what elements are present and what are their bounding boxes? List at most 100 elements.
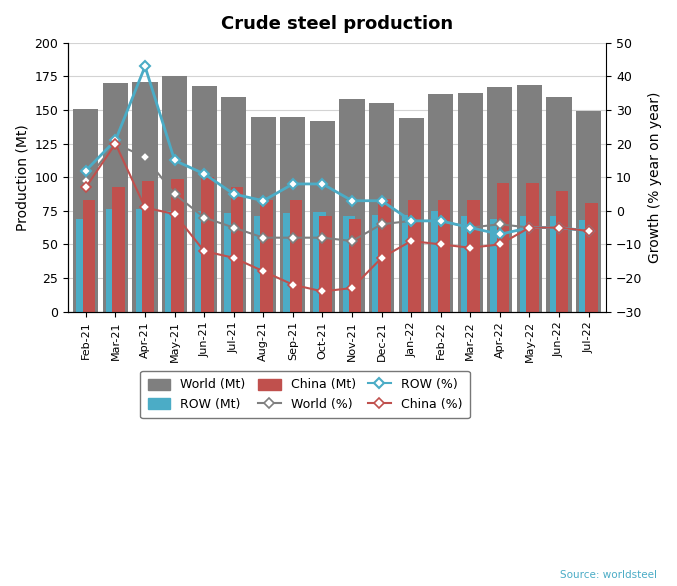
World (%)	[200, 214, 209, 221]
Bar	[192, 86, 217, 312]
ROW (%)	[525, 224, 533, 231]
Bar	[369, 103, 394, 312]
Bar	[310, 121, 335, 312]
Bar	[260, 200, 273, 312]
China (%)	[289, 281, 297, 288]
Y-axis label: Production (Mt): Production (Mt)	[15, 124, 29, 231]
Bar	[431, 211, 444, 312]
Bar	[461, 216, 473, 312]
China (%)	[407, 237, 415, 244]
World (%)	[141, 154, 149, 161]
World (%)	[230, 224, 238, 231]
ROW (%)	[112, 137, 120, 144]
Bar	[378, 199, 391, 312]
Text: Source: worldsteel: Source: worldsteel	[560, 570, 657, 580]
ROW (%)	[407, 217, 415, 224]
World (%)	[437, 217, 445, 224]
World (%)	[555, 224, 563, 231]
World (%)	[466, 224, 475, 231]
Line: China (%): China (%)	[83, 140, 592, 295]
ROW (%)	[378, 197, 386, 205]
Bar	[221, 97, 246, 312]
Bar	[73, 109, 98, 312]
ROW (%)	[141, 63, 149, 70]
China (%)	[555, 224, 563, 231]
China (%)	[378, 254, 386, 261]
Bar	[546, 97, 571, 312]
Y-axis label: Growth (% year on year): Growth (% year on year)	[648, 91, 662, 263]
Bar	[428, 94, 454, 312]
Bar	[284, 213, 296, 312]
World (%)	[496, 221, 504, 228]
Bar	[490, 219, 503, 312]
Bar	[408, 200, 420, 312]
ROW (%)	[555, 224, 563, 231]
China (%)	[466, 244, 475, 251]
China (%)	[112, 140, 120, 147]
Bar	[458, 93, 483, 312]
Bar	[467, 200, 480, 312]
Bar	[133, 82, 158, 312]
China (%)	[584, 227, 592, 234]
ROW (%)	[348, 197, 356, 205]
Bar	[349, 219, 362, 312]
ROW (%)	[466, 224, 475, 231]
Line: ROW (%): ROW (%)	[83, 63, 592, 238]
Bar	[83, 200, 95, 312]
ROW (%)	[437, 217, 445, 224]
China (%)	[141, 204, 149, 211]
ROW (%)	[171, 157, 179, 164]
ROW (%)	[584, 227, 592, 234]
ROW (%)	[82, 167, 90, 174]
Bar	[142, 181, 154, 312]
World (%)	[378, 221, 386, 228]
China (%)	[496, 241, 504, 248]
Bar	[162, 76, 187, 312]
China (%)	[348, 285, 356, 292]
World (%)	[289, 234, 297, 241]
Legend: World (Mt), ROW (Mt), China (Mt), World (%), ROW (%), China (%): World (Mt), ROW (Mt), China (Mt), World …	[140, 371, 470, 418]
Bar	[280, 117, 305, 312]
World (%)	[112, 140, 120, 147]
Bar	[576, 111, 601, 312]
China (%)	[525, 224, 533, 231]
Bar	[250, 117, 276, 312]
Title: Crude steel production: Crude steel production	[221, 15, 454, 33]
World (%)	[171, 190, 179, 197]
Bar	[224, 213, 237, 312]
World (%)	[584, 227, 592, 234]
Bar	[290, 200, 303, 312]
Bar	[231, 186, 243, 312]
Bar	[401, 215, 414, 312]
Line: World (%): World (%)	[83, 140, 592, 244]
Bar	[112, 186, 125, 312]
Bar	[497, 183, 509, 312]
Bar	[580, 220, 592, 312]
Bar	[171, 179, 184, 312]
World (%)	[407, 217, 415, 224]
China (%)	[318, 288, 326, 295]
China (%)	[200, 248, 209, 255]
Bar	[165, 211, 178, 312]
Bar	[254, 216, 267, 312]
Bar	[517, 84, 542, 312]
Bar	[487, 87, 512, 312]
Bar	[437, 200, 450, 312]
Bar	[135, 209, 148, 312]
ROW (%)	[318, 180, 326, 188]
China (%)	[259, 268, 267, 275]
Bar	[77, 219, 89, 312]
China (%)	[437, 241, 445, 248]
Bar	[399, 118, 424, 312]
Bar	[550, 216, 562, 312]
ROW (%)	[496, 231, 504, 238]
Bar	[320, 216, 332, 312]
Bar	[556, 190, 569, 312]
Bar	[339, 99, 365, 312]
ROW (%)	[230, 190, 238, 197]
ROW (%)	[259, 197, 267, 205]
World (%)	[259, 234, 267, 241]
World (%)	[318, 234, 326, 241]
Bar	[343, 216, 355, 312]
Bar	[103, 83, 128, 312]
